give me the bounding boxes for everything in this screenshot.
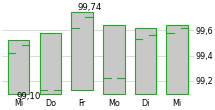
Bar [103,25,124,94]
Bar [135,28,156,94]
Bar [40,33,61,94]
Bar [103,25,124,94]
Bar [71,12,93,90]
Text: 99,74: 99,74 [77,3,102,12]
Bar [8,40,29,94]
Bar [135,28,156,94]
Bar [40,33,61,94]
Bar [8,40,29,94]
Bar [71,12,93,90]
Bar [166,25,188,94]
Bar [166,25,188,94]
Text: 99,10: 99,10 [17,92,41,101]
